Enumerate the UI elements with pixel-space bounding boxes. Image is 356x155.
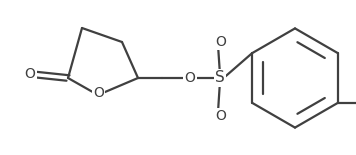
Text: S: S <box>215 71 225 86</box>
Text: O: O <box>93 86 104 100</box>
Text: O: O <box>25 67 36 81</box>
Text: O: O <box>215 35 226 49</box>
Text: O: O <box>184 71 195 85</box>
Text: O: O <box>215 109 226 123</box>
